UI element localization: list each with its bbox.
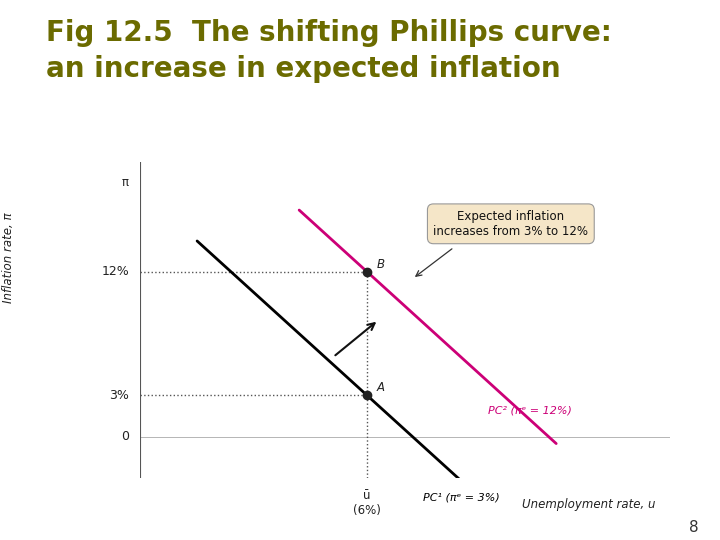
Text: 0: 0 bbox=[121, 430, 129, 443]
Text: PC² (πᵉ = 12%): PC² (πᵉ = 12%) bbox=[488, 406, 572, 415]
Text: B: B bbox=[377, 258, 384, 271]
Text: Expected inflation
increases from 3% to 12%: Expected inflation increases from 3% to … bbox=[433, 210, 588, 238]
Text: 8: 8 bbox=[689, 519, 698, 535]
Text: π: π bbox=[122, 176, 129, 189]
Text: PC¹ (πᵉ = 3%): PC¹ (πᵉ = 3%) bbox=[423, 492, 500, 502]
Text: ū
(6%): ū (6%) bbox=[354, 489, 381, 517]
Text: A: A bbox=[377, 381, 384, 394]
Text: Unemployment rate, u: Unemployment rate, u bbox=[522, 498, 655, 511]
Text: Fig 12.5  The shifting Phillips curve:
an increase in expected inflation: Fig 12.5 The shifting Phillips curve: an… bbox=[46, 19, 612, 83]
Text: 12%: 12% bbox=[102, 265, 129, 279]
Text: 3%: 3% bbox=[109, 389, 129, 402]
Text: Inflation rate, π: Inflation rate, π bbox=[1, 213, 14, 303]
